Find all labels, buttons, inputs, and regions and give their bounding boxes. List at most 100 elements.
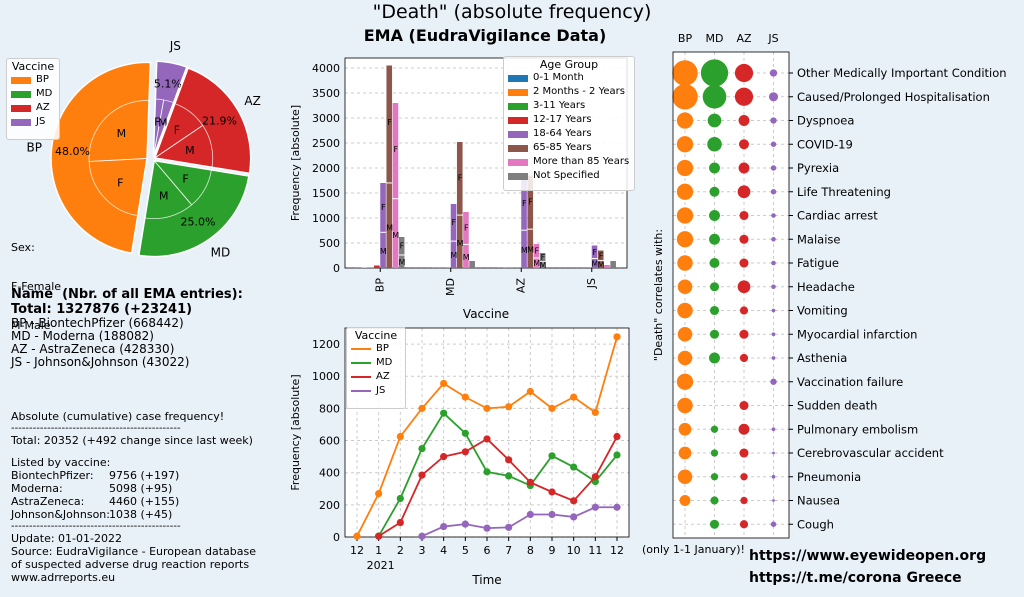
correlation-dot: [678, 422, 692, 436]
legend-label: Not Specified: [533, 170, 600, 181]
line-point: [396, 518, 404, 527]
correlation-dot: [738, 423, 750, 435]
bar-sex-label: M: [463, 253, 470, 262]
bar-sex-label: M: [591, 260, 598, 269]
correlation-dot: [734, 63, 754, 83]
dot-axes-frame: [672, 51, 790, 539]
update-date: Update: 01-01-2022: [11, 532, 122, 545]
dot-row-label: Vomiting: [797, 304, 848, 318]
line-point: [548, 488, 556, 496]
correlation-dot: [676, 373, 694, 390]
line-point: [483, 435, 491, 443]
line-point: [483, 524, 491, 532]
listed-value: 1038 (+45): [109, 508, 173, 521]
dot-row-label: Cough: [797, 517, 834, 531]
line-point: [461, 448, 469, 456]
line-point: [548, 510, 556, 519]
legend-entry: 12-17 Years: [504, 113, 634, 127]
line-point: [461, 429, 469, 437]
listed-row: BiontechPfizer: 9756 (+197): [11, 469, 296, 482]
line-point: [418, 444, 426, 453]
bar-x-tick-label: MD: [444, 278, 457, 296]
bar: [469, 261, 475, 268]
line-point: [418, 532, 426, 540]
legend-entry: 65-85 Years: [504, 141, 634, 155]
bar: [539, 253, 546, 268]
correlation-dot: [738, 115, 750, 126]
correlation-dot: [709, 519, 720, 529]
correlation-dot: [710, 473, 719, 481]
bar-sex-label: F: [387, 118, 392, 127]
bar-sex-label: M: [386, 224, 393, 233]
legend-swatch: [351, 376, 371, 378]
dot-row-label: Caused/Prolonged Hospitalisation: [797, 90, 990, 104]
bar: [380, 183, 386, 268]
line-point: [613, 503, 621, 511]
line-point: [505, 472, 513, 480]
bar-y-tick-label: 1500: [312, 187, 340, 200]
correlation-dot: [709, 282, 720, 292]
correlation-dot: [676, 183, 694, 200]
summary-line: JS - Johnson&Johnson (43022): [11, 355, 190, 369]
line-point: [353, 532, 361, 540]
line-point: [440, 379, 448, 388]
summary-total: Total: 1327876 (+23241): [11, 302, 193, 317]
listed-name: BiontechPfizer:: [11, 469, 94, 482]
pie-inner-segment: [153, 124, 214, 168]
pie-legend: Vaccine BP MD AZ JS: [6, 58, 60, 140]
dot-row-label: Pyrexia: [797, 161, 839, 175]
legend-label: 18-64 Years: [533, 128, 592, 139]
bar-sex-label: M: [380, 247, 387, 256]
line-series-js: [421, 506, 617, 538]
bar-legend-title: Age Group: [539, 58, 599, 71]
line-y-tick-label: 1000: [312, 370, 340, 383]
footer-url-1[interactable]: https://www.eyewideopen.org: [749, 548, 987, 564]
dot-row-label: COVID-19: [797, 137, 853, 151]
listed-name: Johnson&Johnson:: [11, 508, 110, 521]
line-y-axis-label: Frequency [absolute]: [289, 374, 302, 490]
correlation-dot: [709, 329, 720, 339]
dot-column-label: AZ: [736, 32, 752, 45]
correlation-dot: [770, 189, 777, 195]
legend-label: 3-11 Years: [533, 100, 586, 111]
legend-label: 65-85 Years: [533, 142, 592, 153]
dot-row-label: Asthenia: [797, 351, 847, 365]
bar: [450, 204, 457, 268]
pie-pct-label: 21.9%: [202, 114, 237, 127]
dot-row-label: Life Threatening: [797, 185, 891, 199]
legend-entry: JS: [347, 384, 405, 398]
correlation-dot: [771, 260, 776, 266]
pie-slice-bp: [50, 61, 152, 255]
line-y-tick-label: 1200: [312, 338, 340, 351]
line-x-tick-label: 11: [588, 544, 602, 557]
line-point: [505, 456, 513, 464]
footer-url-2[interactable]: https://t.me/corona Greece: [749, 570, 962, 586]
correlation-dot: [709, 186, 720, 197]
pie-pct-label: 48.0%: [55, 145, 90, 158]
line-x-tick-label: 12: [610, 544, 624, 557]
legend-swatch: [11, 104, 31, 112]
legend-entry: JS: [7, 115, 59, 129]
correlation-dot: [771, 213, 776, 218]
source-link[interactable]: www.adrreports.eu: [11, 571, 116, 584]
line-point: [440, 453, 448, 461]
line-point: [440, 522, 448, 531]
pie-name-label: AZ: [244, 94, 260, 108]
bar-sex-label: F: [534, 247, 539, 256]
bar-sex-label: F: [381, 203, 386, 212]
bar-sex-label: F: [522, 199, 527, 208]
pie-inner-segment: [88, 157, 148, 217]
pie-name-label: JS: [169, 40, 181, 53]
bar-sex-label: F: [541, 253, 546, 262]
dot-row-label: Pneumonia: [797, 470, 861, 484]
dot-plot-area: [673, 52, 789, 538]
pie-legend-title: Vaccine: [11, 60, 55, 73]
listed-row: AstraZeneca: 4460 (+155): [11, 495, 296, 508]
dot-row-label: Myocardial infarction: [797, 327, 917, 341]
pie-name-label: MD: [211, 245, 231, 259]
legend-label: AZ: [36, 102, 50, 113]
line-point: [548, 452, 556, 460]
listed-value: 5098 (+95): [109, 482, 173, 495]
pie-pct-label: 5.1%: [154, 78, 182, 91]
line-series-md: [377, 411, 618, 537]
